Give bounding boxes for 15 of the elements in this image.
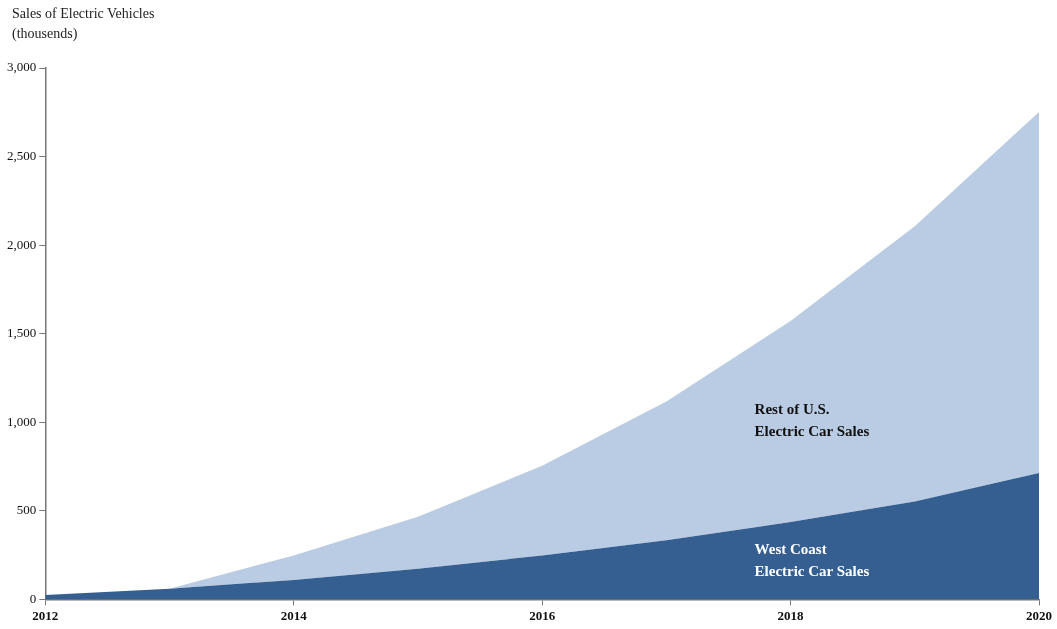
y-tick-label: 3,000 [7, 59, 37, 75]
x-tick-label: 2014 [280, 607, 308, 623]
y-tick-label: 1,500 [7, 325, 37, 341]
x-tick-label: 2012 [32, 607, 59, 623]
y-tick-label: 0 [29, 590, 37, 606]
x-tick-label: 2016 [529, 607, 556, 623]
y-tick-label: 2,500 [7, 147, 37, 163]
series-label: Rest of U.S. Electric Car Sales [754, 401, 870, 440]
y-tick-label: 1,000 [7, 413, 37, 429]
y-axis-title: Sales of Electric Vehicles (thousends) [12, 5, 156, 43]
x-tick-label: 2020 [1026, 607, 1052, 623]
y-tick-label: 2,000 [7, 236, 37, 252]
y-tick-label: 500 [16, 502, 37, 518]
x-tick-label: 2018 [777, 607, 805, 623]
series-label: West Coast Electric Car Sales [754, 540, 870, 579]
